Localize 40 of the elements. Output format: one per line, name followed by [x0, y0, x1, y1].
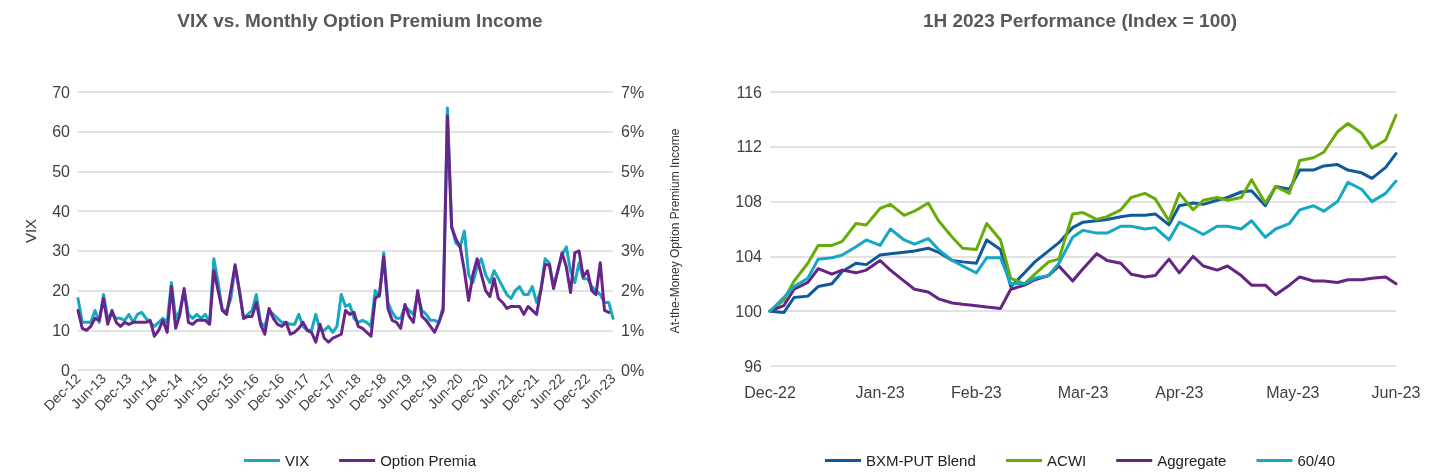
- y-tick-label: 96: [744, 357, 763, 375]
- x-tick-label: May-23: [1266, 383, 1320, 401]
- x-tick-label: Mar-23: [1057, 383, 1109, 401]
- y2-tick-label: 3%: [621, 242, 645, 260]
- y-tick-label: 10: [52, 321, 71, 339]
- y-tick-label: 60: [52, 123, 71, 141]
- x-tick-label: Jun-23: [1371, 383, 1421, 401]
- y-tick-label: 30: [52, 242, 71, 260]
- x-tick-label: Apr-23: [1155, 383, 1204, 401]
- y2-tick-label: 2%: [621, 282, 645, 300]
- chart-title: 1H 2023 Performance (Index = 100): [922, 10, 1238, 31]
- line-series: [768, 179, 1398, 313]
- x-tick-label: Dec-22: [744, 383, 796, 401]
- y-tick-label: 108: [735, 193, 763, 211]
- y-tick-label: 104: [735, 247, 763, 265]
- y2-tick-label: 1%: [621, 321, 645, 339]
- y2-tick-label: 0%: [621, 361, 645, 379]
- y-tick-label: 0: [61, 361, 71, 379]
- y2-tick-label: 5%: [621, 162, 645, 180]
- y2-tick-label: 6%: [621, 123, 645, 141]
- chart-title: VIX vs. Monthly Option Premium Income: [177, 10, 543, 31]
- legend-label: VIX: [284, 452, 310, 469]
- legend-label: Option Premia: [380, 452, 477, 469]
- y-tick-label: 50: [52, 162, 71, 180]
- y-tick-label: 40: [52, 202, 71, 220]
- legend-label: 60/40: [1297, 452, 1335, 469]
- legend-label: BXM-PUT Blend: [866, 452, 976, 469]
- y2-axis-title: At-the-Money Option Premium Income: [668, 128, 682, 334]
- y-tick-label: 20: [52, 282, 71, 300]
- x-tick-label: Jan-23: [855, 383, 905, 401]
- y2-tick-label: 7%: [621, 83, 645, 101]
- y-tick-label: 70: [52, 83, 71, 101]
- y-tick-label: 100: [735, 302, 763, 320]
- y2-tick-label: 4%: [621, 202, 645, 220]
- legend-label: ACWI: [1047, 452, 1087, 469]
- x-tick-label: Feb-23: [951, 383, 1002, 401]
- y-tick-label: 112: [736, 138, 763, 156]
- legend-label: Aggregate: [1157, 452, 1227, 469]
- y-axis-title: VIX: [22, 218, 39, 244]
- y-tick-label: 116: [736, 83, 763, 101]
